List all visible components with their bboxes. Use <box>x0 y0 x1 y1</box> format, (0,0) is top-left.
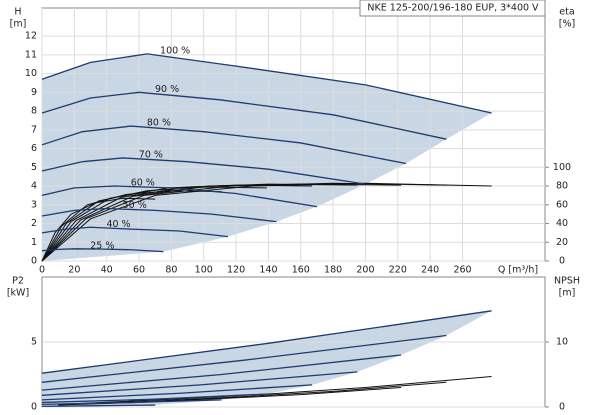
y2-curve <box>41 190 222 262</box>
x-tick-label: 120 <box>227 265 245 276</box>
y2-tick-label: 0 <box>559 256 565 267</box>
curve <box>41 207 277 223</box>
curve-label: 25 % <box>90 240 114 251</box>
x-tick-label: 220 <box>389 265 407 276</box>
curve <box>41 157 366 185</box>
x-tick-label: 60 <box>133 265 145 276</box>
curve-label: 60 % <box>131 178 155 189</box>
y-tick-label: 5 <box>31 162 37 173</box>
y-tick-label: 2 <box>31 218 37 229</box>
curve <box>41 91 447 140</box>
y2-tick-label: 100 <box>553 162 571 173</box>
x-tick-label: 160 <box>292 265 310 276</box>
x-tick-label: 100 <box>195 265 213 276</box>
x-axis-label: Q [m³/h] <box>498 265 538 276</box>
curve <box>41 125 407 165</box>
curve <box>41 393 267 404</box>
curve-label: 50 % <box>123 200 147 211</box>
y2-axis-unit: [m] <box>559 288 576 299</box>
x-tick-label: 40 <box>101 265 113 276</box>
x-tick-label: 260 <box>453 265 471 276</box>
x-tick-label: 80 <box>165 265 177 276</box>
y-axis-unit: [m] <box>10 19 27 30</box>
y-tick-label: 9 <box>31 87 37 98</box>
curve <box>41 185 318 208</box>
y-tick-label: 11 <box>25 49 37 60</box>
operating-area <box>42 310 492 407</box>
y-tick-label: 0 <box>31 256 37 267</box>
curve <box>41 384 313 401</box>
y-tick-label: 8 <box>31 106 37 117</box>
curve <box>41 248 164 253</box>
curve <box>41 354 402 391</box>
y-tick-label: 10 <box>25 68 37 79</box>
y-tick-label: 5 <box>31 337 37 348</box>
x-tick-label: 20 <box>68 265 80 276</box>
title-box <box>359 0 546 17</box>
y-tick-label: 7 <box>31 124 37 135</box>
curve <box>41 310 492 374</box>
y2-tick-label: 10 <box>556 337 568 348</box>
curve <box>41 404 156 407</box>
y-tick-label: 0 <box>31 402 37 413</box>
y2-axis-label: NPSH <box>554 276 580 287</box>
y2-axis-label: eta <box>559 7 574 18</box>
y2-tick-label: 0 <box>559 402 565 413</box>
curve <box>41 371 358 396</box>
curve <box>41 226 229 238</box>
x-tick-label: 240 <box>421 265 439 276</box>
y-axis-unit: [kW] <box>7 288 29 299</box>
y-tick-label: 12 <box>25 31 37 42</box>
y2-tick-label: 80 <box>556 181 568 192</box>
y2-curve <box>41 197 156 262</box>
y2-tick-label: 60 <box>556 199 568 210</box>
x-tick-label: 0 <box>39 265 45 276</box>
y2-curve <box>74 375 492 405</box>
operating-area <box>42 53 492 262</box>
y2-axis-unit: [%] <box>559 19 575 30</box>
curve-label: 90 % <box>155 84 179 95</box>
y2-tick-label: 20 <box>556 237 568 248</box>
curve <box>41 399 222 406</box>
y-tick-label: 1 <box>31 237 37 248</box>
curve-label: 40 % <box>106 219 130 230</box>
x-tick-label: 180 <box>324 265 342 276</box>
curve <box>41 334 447 383</box>
x-tick-label: 200 <box>356 265 374 276</box>
y-axis-label: H <box>14 7 21 18</box>
x-tick-label: 140 <box>259 265 277 276</box>
y-tick-label: 4 <box>31 181 37 192</box>
y-axis-label: P2 <box>12 276 24 287</box>
curve-label: 80 % <box>147 118 171 129</box>
y-tick-label: 3 <box>31 199 37 210</box>
curve-label: 70 % <box>139 149 163 160</box>
y-tick-label: 6 <box>31 143 37 154</box>
curve-label: 100 % <box>160 45 190 56</box>
curve <box>41 53 492 114</box>
chart-title: NKE 125-200/196-180 EUP, 3*400 V <box>367 3 539 14</box>
y2-tick-label: 40 <box>556 218 568 229</box>
